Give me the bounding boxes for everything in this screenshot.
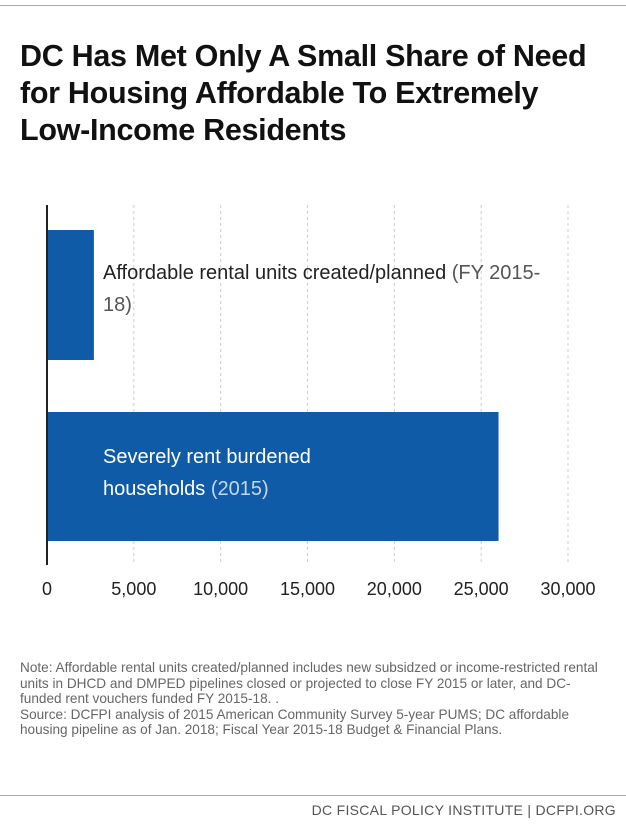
x-tick-label: 30,000 xyxy=(540,579,595,599)
category-label: Affordable rental units created/planned xyxy=(103,262,447,284)
bar-label: Affordable rental units created/planned … xyxy=(103,257,543,321)
x-tick-label: 20,000 xyxy=(367,579,422,599)
x-tick-label: 10,000 xyxy=(193,579,248,599)
notes: Note: Affordable rental units created/pl… xyxy=(20,660,610,738)
category-label: Severely rent burdened households xyxy=(103,446,311,500)
note: Note: Affordable rental units created/pl… xyxy=(20,660,598,706)
footer: DC FISCAL POLICY INSTITUTE | DCFPI.ORG xyxy=(311,802,616,818)
x-tick-label: 15,000 xyxy=(280,579,335,599)
top-rule xyxy=(0,5,626,6)
x-tick-label: 0 xyxy=(42,579,52,599)
category-note: (FY 2015-18) xyxy=(103,262,541,316)
x-tick-label: 25,000 xyxy=(454,579,509,599)
bottom-rule xyxy=(0,795,626,796)
chart-title: DC Has Met Only A Small Share of Need fo… xyxy=(20,39,587,147)
source: Source: DCFPI analysis of 2015 American … xyxy=(20,706,570,738)
category-note: (2015) xyxy=(210,478,269,500)
bar xyxy=(48,412,499,541)
bar-label: Severely rent burdened households (2015) xyxy=(103,441,353,505)
x-tick-label: 5,000 xyxy=(111,579,156,599)
bar xyxy=(48,230,94,360)
